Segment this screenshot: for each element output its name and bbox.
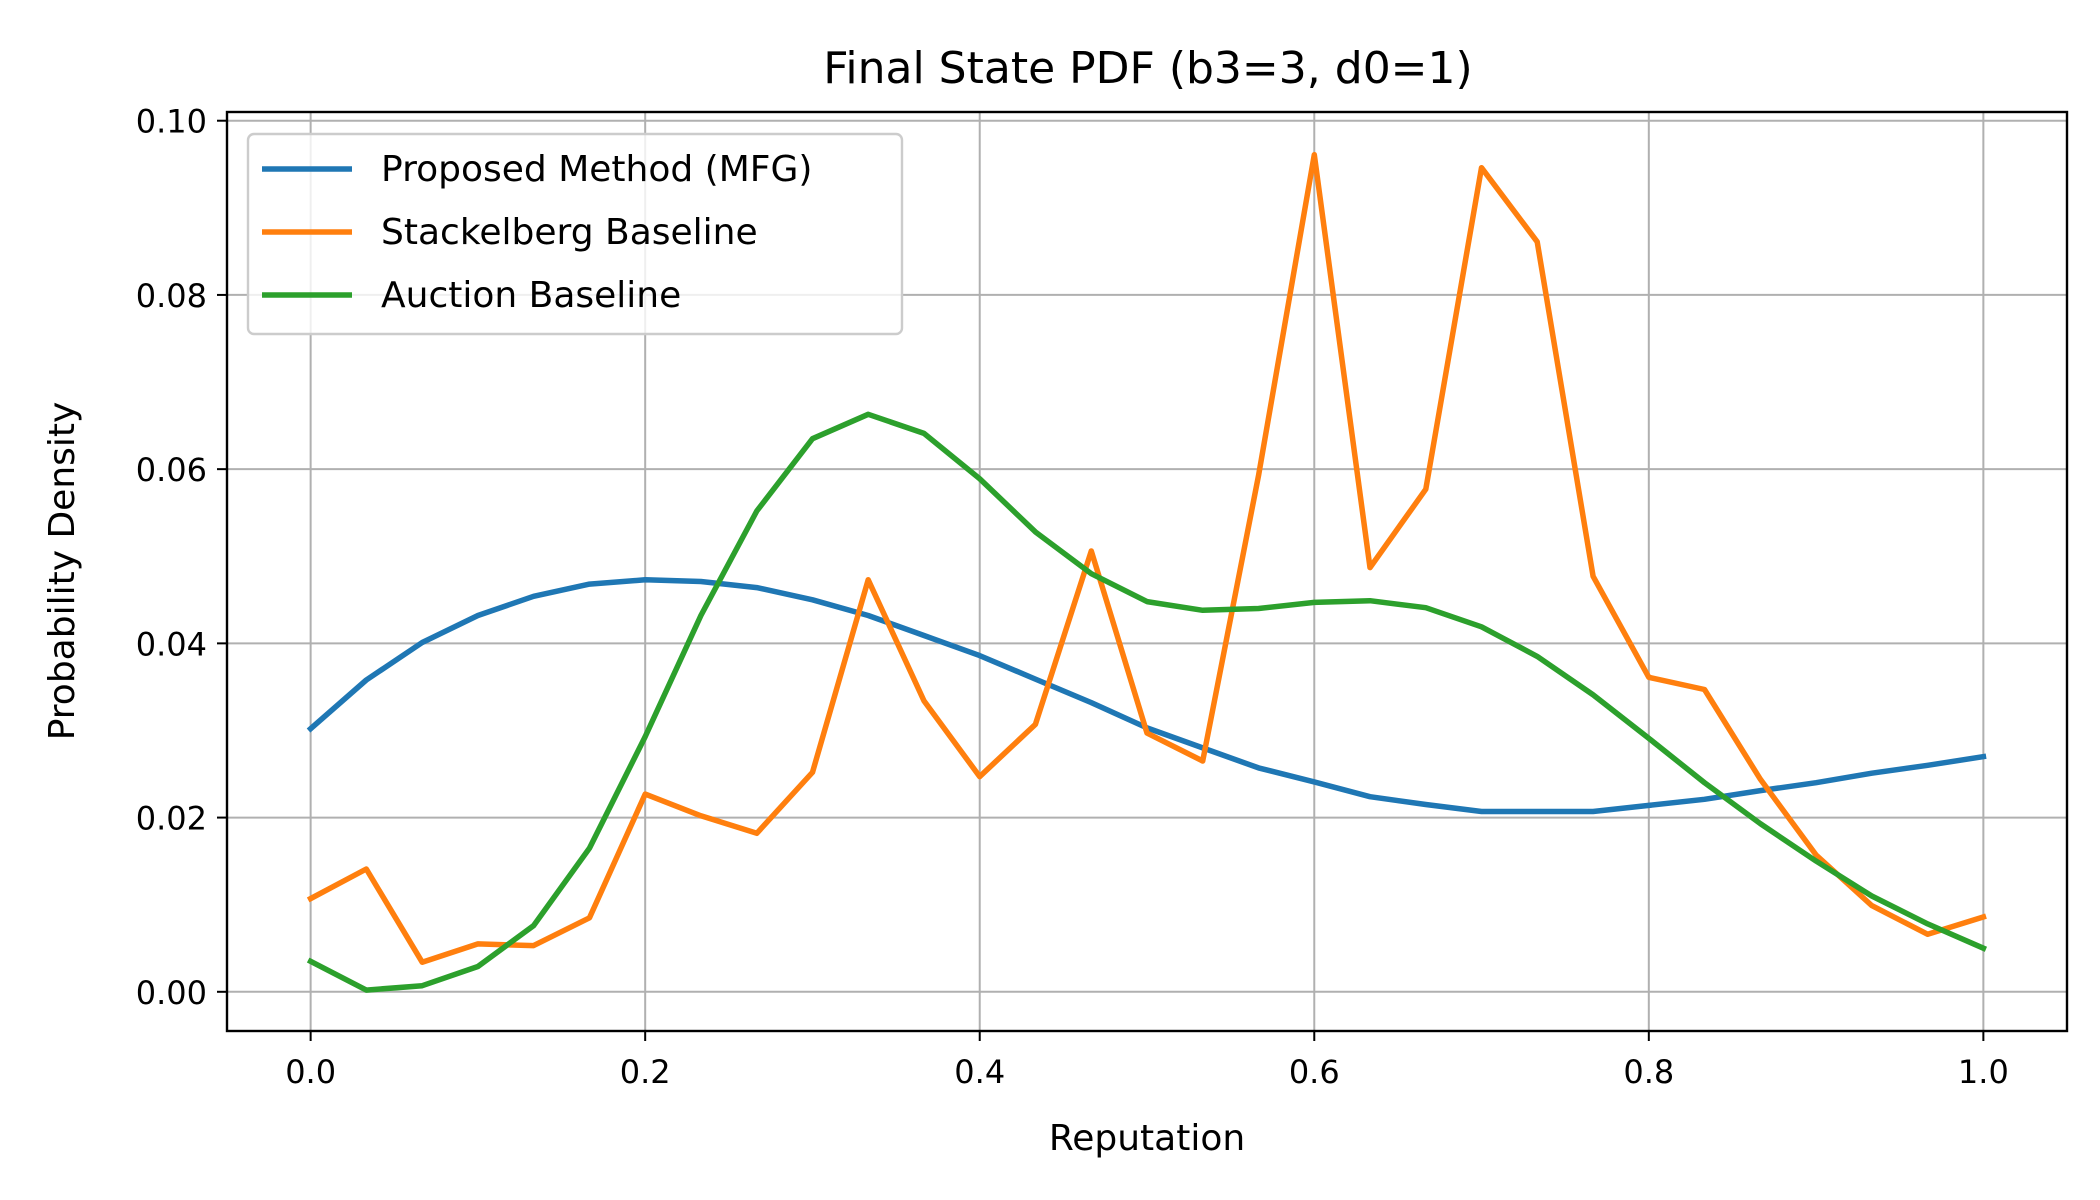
x-tick-label: 0.8 xyxy=(1623,1053,1674,1091)
series-line-auction-baseline xyxy=(306,411,1988,993)
x-tick-label: 0.0 xyxy=(285,1053,336,1091)
y-tick-label: 0.00 xyxy=(136,974,207,1012)
y-tick-label: 0.10 xyxy=(136,103,207,141)
x-tick-label: 0.4 xyxy=(954,1053,1005,1091)
x-tick-label: 0.6 xyxy=(1289,1053,1340,1091)
x-tick-label: 1.0 xyxy=(1958,1053,2009,1091)
y-tick-label: 0.08 xyxy=(136,277,207,315)
legend-items: Proposed Method (MFG) Stackelberg Baselin… xyxy=(262,149,812,316)
legend-label-auction-baseline: Auction Baseline xyxy=(381,275,681,316)
legend-box xyxy=(246,132,904,336)
axis-ticks: 0.0 0.2 0.4 0.6 0.8 1.0 0.00 0.02 0.04 0.06 0.08 0.… xyxy=(136,103,2009,1091)
y-axis-label: Probability Density xyxy=(42,402,83,741)
series-lines xyxy=(306,151,1988,993)
legend: Proposed Method (MFG) Stackelberg Baselin… xyxy=(246,132,904,336)
legend-label-proposed-method-mfg: Proposed Method (MFG) xyxy=(381,149,812,190)
plot-frame xyxy=(225,110,2069,1033)
grid xyxy=(227,112,2067,1031)
chart-title: Final State PDF (b3=3, d0=1) xyxy=(823,43,1472,94)
y-tick-label: 0.04 xyxy=(136,625,207,663)
y-tick-label: 0.02 xyxy=(136,800,207,838)
legend-label-stackelberg-baseline: Stackelberg Baseline xyxy=(381,212,758,253)
series-line-stackelberg-baseline xyxy=(306,151,1987,965)
y-tick-label: 0.06 xyxy=(136,451,207,489)
x-tick-label: 0.2 xyxy=(620,1053,671,1091)
x-axis-label: Reputation xyxy=(1049,1118,1245,1159)
